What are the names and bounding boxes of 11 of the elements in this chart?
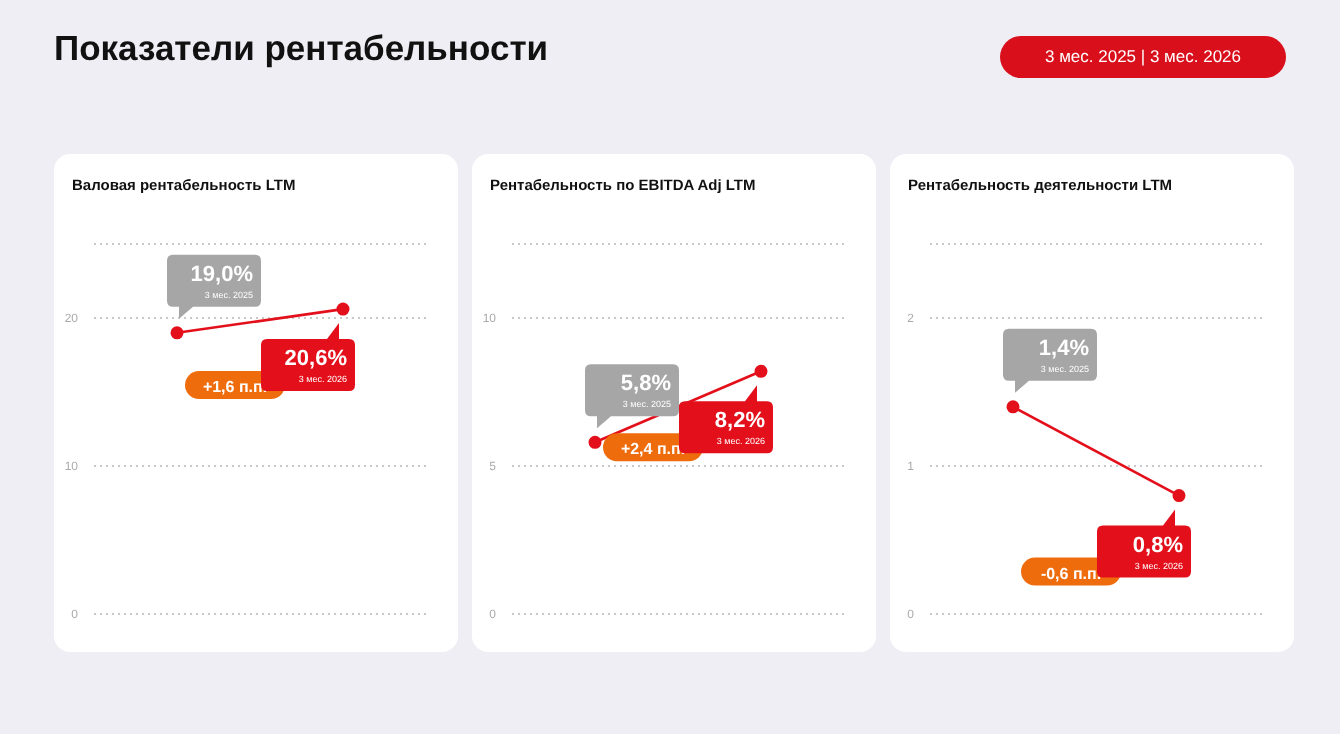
text: 3 мес. 2025 | 3 мес. 2026 (1000, 36, 1286, 78)
data-label: 1,4% (1038, 336, 1090, 361)
data-label: 19,0% (190, 262, 254, 287)
annotation: +1,6 п.п. (202, 378, 268, 397)
annotation: +2,4 п.п. (620, 440, 686, 459)
annotation: -0,6 п.п. (1040, 564, 1102, 583)
data-label: 8,2% (714, 409, 766, 434)
data-label: 5,8% (620, 372, 672, 397)
data-label: 0,8% (1132, 533, 1184, 558)
text: Показатели рентабельности (54, 28, 549, 70)
data-label: 20,6% (284, 347, 348, 372)
